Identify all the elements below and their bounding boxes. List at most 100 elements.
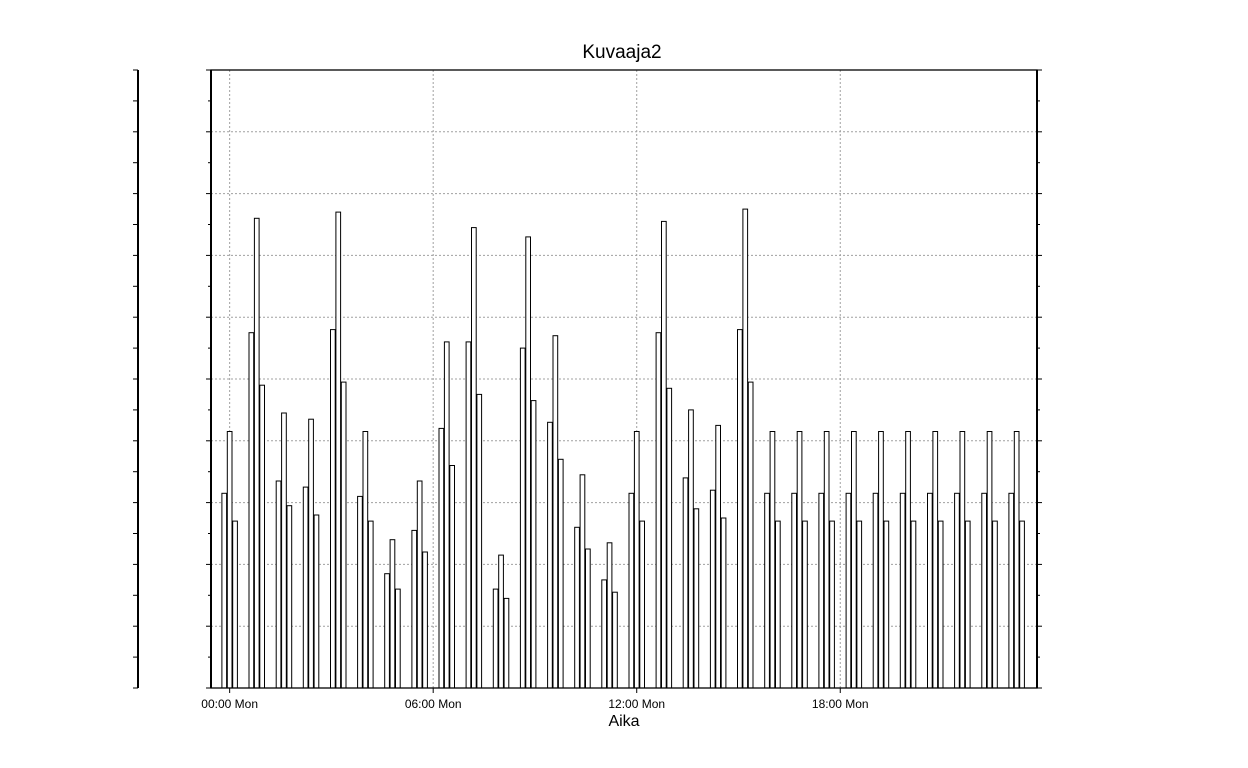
bar <box>226 431 233 689</box>
bar <box>286 505 293 689</box>
bar <box>585 548 591 689</box>
bar <box>232 520 238 689</box>
bar <box>492 588 499 689</box>
bar <box>313 514 320 689</box>
bar <box>579 474 586 689</box>
bar <box>362 431 369 689</box>
bar <box>639 520 645 689</box>
bar <box>720 517 727 689</box>
bar <box>503 597 510 689</box>
bar <box>905 431 911 689</box>
bar <box>330 329 336 689</box>
bar <box>389 539 396 689</box>
bar <box>525 236 531 689</box>
chart-title: Kuvaaja2 <box>582 42 661 63</box>
bar <box>471 227 477 689</box>
bar <box>764 492 770 689</box>
bar <box>796 431 803 689</box>
grid <box>211 70 1037 688</box>
bar <box>519 347 526 689</box>
bar <box>747 381 754 689</box>
bar <box>883 520 890 689</box>
bar <box>802 520 808 689</box>
bar <box>878 431 884 689</box>
bar <box>959 431 966 689</box>
bar <box>829 520 835 689</box>
bar <box>281 412 287 689</box>
bar <box>449 465 455 689</box>
bar <box>845 492 852 689</box>
bar <box>253 217 260 689</box>
bar <box>769 431 776 689</box>
bar <box>742 208 749 689</box>
bar <box>248 332 255 689</box>
bar <box>612 591 618 689</box>
bars <box>221 208 1025 689</box>
bar <box>661 220 667 689</box>
bar <box>954 492 960 689</box>
bar <box>693 508 700 689</box>
bar <box>655 332 662 689</box>
bar <box>308 418 314 689</box>
x-tick-label: 18:00 Mon <box>812 697 869 711</box>
x-tick-label: 00:00 Mon <box>201 697 258 711</box>
bar <box>992 520 998 689</box>
bar <box>851 431 857 689</box>
bar <box>1019 520 1025 689</box>
bar <box>986 431 993 689</box>
bar <box>438 427 445 689</box>
bar <box>476 393 483 689</box>
bar <box>910 520 917 689</box>
bar <box>547 421 553 689</box>
x-axis-label: Aika <box>608 713 639 730</box>
bar <box>302 486 309 689</box>
bar <box>601 579 607 689</box>
bar <box>384 573 390 689</box>
bar <box>367 520 374 689</box>
bar <box>416 480 423 689</box>
bar <box>937 520 944 689</box>
bar <box>709 489 716 689</box>
bar <box>823 431 830 689</box>
bar <box>932 431 939 689</box>
bar <box>818 492 825 689</box>
bar <box>574 526 580 689</box>
bar <box>927 492 933 689</box>
bar <box>1008 492 1015 689</box>
bar <box>856 520 863 689</box>
bar <box>775 520 781 689</box>
bar <box>498 554 504 689</box>
bar <box>981 492 987 689</box>
bar <box>443 341 450 689</box>
bar <box>964 520 971 689</box>
bar <box>682 477 689 689</box>
x-tick-label: 12:00 Mon <box>608 697 665 711</box>
bar <box>259 384 265 689</box>
bar <box>791 492 797 689</box>
ticks: 00:00 Mon 06:00 Mon 12:00 Mon 18:00 Mon <box>133 69 1042 711</box>
bar <box>628 492 635 689</box>
bar <box>688 409 694 689</box>
bar <box>1013 431 1020 689</box>
bar <box>411 529 418 689</box>
bar <box>340 381 347 689</box>
bar <box>666 387 673 689</box>
bar <box>357 495 363 689</box>
bar <box>465 341 472 689</box>
bar <box>715 424 721 689</box>
bar <box>899 492 906 689</box>
bar <box>872 492 879 689</box>
bar <box>335 211 342 689</box>
bar <box>557 458 564 689</box>
x-tick-label: 06:00 Mon <box>405 697 462 711</box>
bar <box>275 480 282 689</box>
bar <box>737 329 743 689</box>
bar <box>552 335 559 689</box>
bar <box>395 588 401 689</box>
bar <box>530 400 537 689</box>
bar <box>221 492 228 689</box>
bar <box>606 542 613 689</box>
bar <box>633 431 640 689</box>
bar <box>422 551 428 689</box>
